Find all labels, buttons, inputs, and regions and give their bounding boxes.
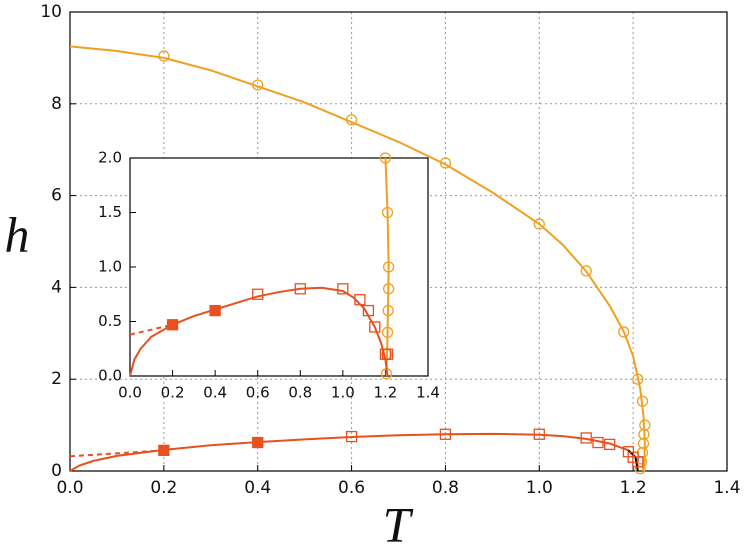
data-point [381,348,394,360]
x-tick-label: 1.2 [620,478,647,498]
y-tick-label: 2 [51,369,62,389]
x-tick-label: 1.2 [373,384,397,402]
data-point [158,444,170,456]
y-tick-label: 8 [51,94,62,114]
y-tick-label: 0.5 [98,312,122,330]
x-tick-label: 0.2 [150,478,177,498]
y-tick-label: 4 [51,277,62,297]
data-point [381,326,394,339]
data-point [592,436,604,449]
data-point [252,436,264,449]
x-tick-label: 0.8 [288,384,312,402]
data-point [439,428,452,440]
fit-line [69,432,629,472]
data-point [439,157,452,169]
y-tick-label: 6 [51,186,62,206]
y-tick-label: 1.5 [98,203,122,221]
plot-area [130,158,428,376]
x-tick-label: 0.0 [56,478,83,498]
x-tick-label: 1.4 [416,384,440,402]
data-point [382,304,394,317]
fit-line [69,449,164,458]
data-point [618,326,630,338]
y-tick-label: 0 [51,461,62,481]
data-point [294,283,306,295]
fit-line [129,286,389,377]
x-tick-label: 0.2 [161,384,185,402]
data-point [158,50,170,62]
data-point [634,463,646,475]
data-point [638,428,650,440]
data-point [637,437,650,450]
data-point [382,283,395,295]
data-point [252,288,264,300]
y-tick-label: 1.0 [98,258,122,276]
data-point [580,432,592,444]
fit-line [129,323,173,336]
data-point [362,304,375,317]
data-point [639,419,651,431]
data-point [382,261,395,273]
x-tick-label: 0.8 [432,478,459,498]
x-axis-label: T [383,496,414,552]
plot: 0.0 0.2 0.4 0.6 0.8 1.0 1.2 1.4 0.0 0.5 1.0 1.5 2.0 [98,149,440,402]
data-point [209,304,221,317]
fit-line [384,157,390,377]
data-point [580,265,592,277]
data-point [369,321,381,333]
x-tick-label: 1.4 [713,478,740,498]
axes-frame [129,157,429,377]
data-point [345,114,358,126]
data-point [345,430,358,443]
y-tick-label: 2.0 [98,149,122,167]
data-point [604,438,616,451]
x-tick-label: 0.6 [338,478,365,498]
data-point [632,456,644,468]
x-tick-label: 1.0 [331,384,355,402]
x-tick-label: 0.0 [118,384,142,402]
axes-frame [69,11,728,472]
data-point [252,79,264,91]
x-tick-label: 1.0 [526,478,553,498]
x-tick-label: 0.4 [244,478,271,498]
data-point [166,319,179,331]
y-tick-label: 10 [40,2,62,22]
data-point [379,152,392,164]
data-point [337,283,349,295]
data-point [381,206,394,219]
data-point [533,428,545,440]
data-point [354,294,366,306]
data-point [632,373,644,385]
x-tick-label: 0.4 [203,384,227,402]
y-axis-label: h [5,206,30,262]
data-point [636,395,649,407]
data-point [533,218,545,230]
x-tick-label: 0.6 [246,384,270,402]
y-tick-label: 0.0 [98,367,122,385]
